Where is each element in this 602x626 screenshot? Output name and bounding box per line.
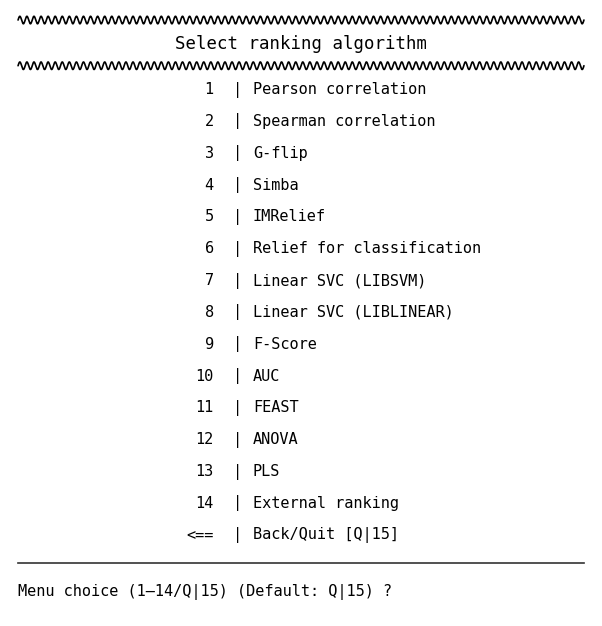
Text: 4: 4: [205, 178, 214, 193]
Text: ANOVA: ANOVA: [253, 432, 299, 447]
Text: F-Score: F-Score: [253, 337, 317, 352]
Text: External ranking: External ranking: [253, 496, 399, 511]
Text: FEAST: FEAST: [253, 401, 299, 416]
Text: 1: 1: [205, 82, 214, 97]
Text: Back/Quit [Q|15]: Back/Quit [Q|15]: [253, 527, 399, 543]
Text: |: |: [233, 432, 243, 448]
Text: <==: <==: [187, 528, 214, 543]
Text: 14: 14: [196, 496, 214, 511]
Text: AUC: AUC: [253, 369, 280, 384]
Text: 11: 11: [196, 401, 214, 416]
Text: |: |: [233, 177, 243, 193]
Text: 12: 12: [196, 432, 214, 447]
Text: Simba: Simba: [253, 178, 299, 193]
Text: |: |: [233, 304, 243, 321]
Text: PLS: PLS: [253, 464, 280, 479]
Text: |: |: [233, 336, 243, 352]
Text: Relief for classification: Relief for classification: [253, 241, 481, 256]
Text: Menu choice (1–14/Q|15) (Default: Q|15) ?: Menu choice (1–14/Q|15) (Default: Q|15) …: [18, 583, 392, 600]
Text: |: |: [233, 464, 243, 480]
Text: |: |: [233, 113, 243, 130]
Text: 5: 5: [205, 209, 214, 224]
Text: |: |: [233, 368, 243, 384]
Text: IMRelief: IMRelief: [253, 209, 326, 224]
Text: 9: 9: [205, 337, 214, 352]
Text: |: |: [233, 81, 243, 98]
Text: |: |: [233, 495, 243, 511]
Text: Select ranking algorithm: Select ranking algorithm: [175, 35, 427, 53]
Text: |: |: [233, 209, 243, 225]
Text: 6: 6: [205, 241, 214, 256]
Text: |: |: [233, 241, 243, 257]
Text: |: |: [233, 527, 243, 543]
Text: Pearson correlation: Pearson correlation: [253, 82, 426, 97]
Text: |: |: [233, 400, 243, 416]
Text: Linear SVC (LIBLINEAR): Linear SVC (LIBLINEAR): [253, 305, 453, 320]
Text: 7: 7: [205, 273, 214, 288]
Text: Spearman correlation: Spearman correlation: [253, 114, 435, 129]
Text: 13: 13: [196, 464, 214, 479]
Text: G-flip: G-flip: [253, 146, 308, 161]
Text: 8: 8: [205, 305, 214, 320]
Text: |: |: [233, 145, 243, 161]
Text: 10: 10: [196, 369, 214, 384]
Text: Linear SVC (LIBSVM): Linear SVC (LIBSVM): [253, 273, 426, 288]
Text: 2: 2: [205, 114, 214, 129]
Text: 3: 3: [205, 146, 214, 161]
Text: |: |: [233, 272, 243, 289]
